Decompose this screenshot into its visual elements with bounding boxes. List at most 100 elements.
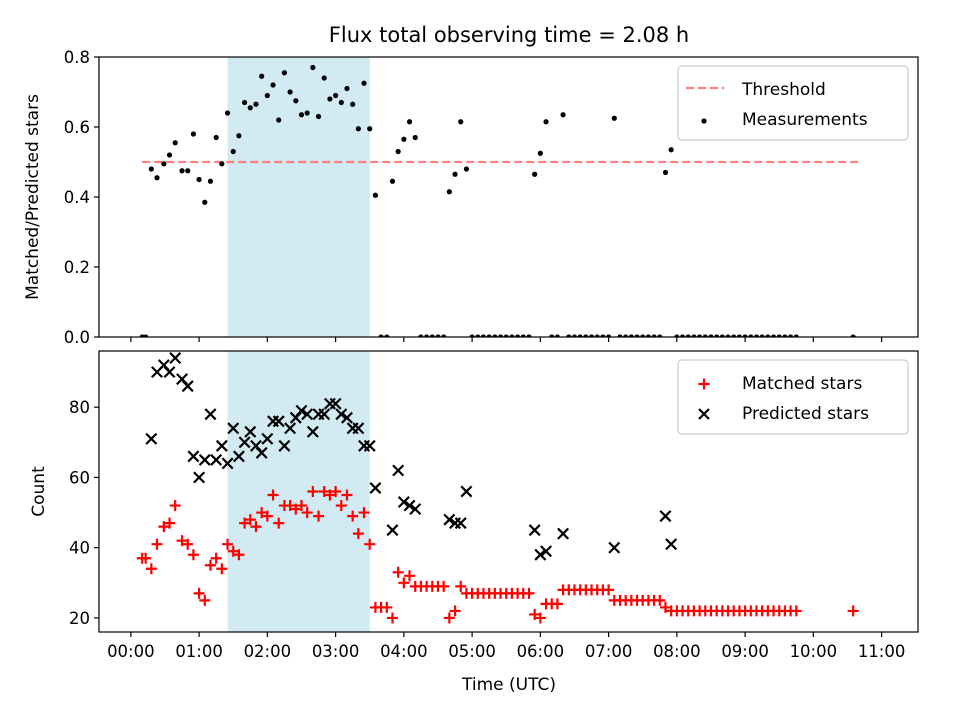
- x-tick-label: 10:00: [790, 642, 838, 661]
- data-point: [396, 149, 401, 154]
- data-point: [188, 549, 199, 560]
- data-point: [310, 65, 315, 70]
- data-point: [170, 500, 181, 511]
- data-point: [205, 560, 216, 571]
- legend-label: Threshold: [741, 80, 826, 100]
- data-point: [552, 598, 563, 609]
- top-panel-ratio: 0.00.20.40.60.8Matched/Predicted starsTh…: [23, 48, 918, 347]
- data-point: [609, 543, 619, 553]
- data-point: [848, 605, 859, 616]
- data-point: [173, 140, 178, 145]
- data-point: [612, 116, 617, 121]
- data-point: [265, 93, 270, 98]
- x-axis-label: Time (UTC): [461, 675, 556, 695]
- data-point: [253, 102, 258, 107]
- data-point: [464, 166, 469, 171]
- legend: Matched stars Predicted stars: [678, 360, 908, 434]
- legend-label: Matched stars: [742, 374, 862, 394]
- data-point: [373, 193, 378, 198]
- data-point: [529, 525, 539, 535]
- y-tick-label: 0.0: [64, 328, 90, 347]
- data-point: [183, 381, 193, 391]
- data-point: [561, 112, 566, 117]
- data-point: [381, 602, 392, 613]
- data-point: [413, 135, 418, 140]
- data-point: [444, 612, 455, 623]
- data-point: [333, 93, 338, 98]
- data-point: [170, 353, 180, 363]
- data-point: [208, 179, 213, 184]
- x-tick-label: 07:00: [585, 642, 633, 661]
- data-point: [344, 86, 349, 91]
- data-point: [161, 161, 166, 166]
- chart-figure: Flux total observing time = 2.08 h 0.0 0.…: [0, 0, 960, 720]
- data-point: [185, 168, 190, 173]
- data-point: [299, 112, 304, 117]
- observing-window-span: [228, 351, 370, 632]
- data-point: [654, 595, 665, 606]
- data-point: [532, 172, 537, 177]
- y-tick-label: 80: [69, 398, 90, 417]
- x-tick-label: 11:00: [858, 642, 906, 661]
- data-point: [543, 119, 548, 124]
- y-axis-label: Matched/Predicted stars: [23, 94, 43, 300]
- data-point: [236, 133, 241, 138]
- data-point: [167, 152, 172, 157]
- data-point: [214, 135, 219, 140]
- data-point: [322, 75, 327, 80]
- data-point: [456, 518, 466, 528]
- data-point: [390, 179, 395, 184]
- data-point: [438, 581, 449, 592]
- data-point: [663, 170, 668, 175]
- data-point: [205, 409, 215, 419]
- data-point: [370, 483, 380, 493]
- data-point: [327, 96, 332, 101]
- data-point: [316, 114, 321, 119]
- y-tick-label: 20: [69, 609, 90, 628]
- data-point: [200, 455, 210, 465]
- x-tick-label: 01:00: [175, 642, 223, 661]
- chart-title: Flux total observing time = 2.08 h: [329, 23, 689, 47]
- data-point: [242, 100, 247, 105]
- data-point: [404, 570, 415, 581]
- data-point: [356, 126, 361, 131]
- data-point: [152, 539, 163, 550]
- x-tick-label: 06:00: [517, 642, 565, 661]
- data-point: [660, 511, 670, 521]
- x-tick-label: 04:00: [380, 642, 428, 661]
- y-tick-label: 0.2: [64, 258, 90, 277]
- x-tick-label: 03:00: [312, 642, 360, 661]
- data-point: [199, 595, 210, 606]
- data-point: [669, 147, 674, 152]
- data-point: [288, 89, 293, 94]
- data-point: [146, 563, 157, 574]
- data-point: [387, 612, 398, 623]
- data-point: [197, 177, 202, 182]
- data-point: [361, 81, 366, 86]
- y-tick-label: 0.4: [64, 188, 90, 207]
- observing-window-span: [228, 57, 370, 337]
- data-point: [305, 110, 310, 115]
- data-point: [603, 584, 614, 595]
- x-tick-label: 00:00: [107, 642, 155, 661]
- data-point: [387, 525, 397, 535]
- data-point: [225, 110, 230, 115]
- legend-marker: [701, 118, 706, 123]
- x-tick-label: 05:00: [448, 642, 496, 661]
- data-point: [211, 553, 222, 564]
- data-point: [179, 168, 184, 173]
- y-tick-label: 60: [69, 468, 90, 487]
- data-point: [216, 563, 227, 574]
- data-point: [447, 189, 452, 194]
- data-point: [154, 175, 159, 180]
- series-predicted-stars: [146, 353, 676, 560]
- data-point: [455, 581, 466, 592]
- data-point: [293, 98, 298, 103]
- data-point: [146, 434, 156, 444]
- data-point: [194, 588, 205, 599]
- data-point: [339, 100, 344, 105]
- data-point: [149, 166, 154, 171]
- data-point: [401, 137, 406, 142]
- data-point: [452, 172, 457, 177]
- data-point: [259, 74, 264, 79]
